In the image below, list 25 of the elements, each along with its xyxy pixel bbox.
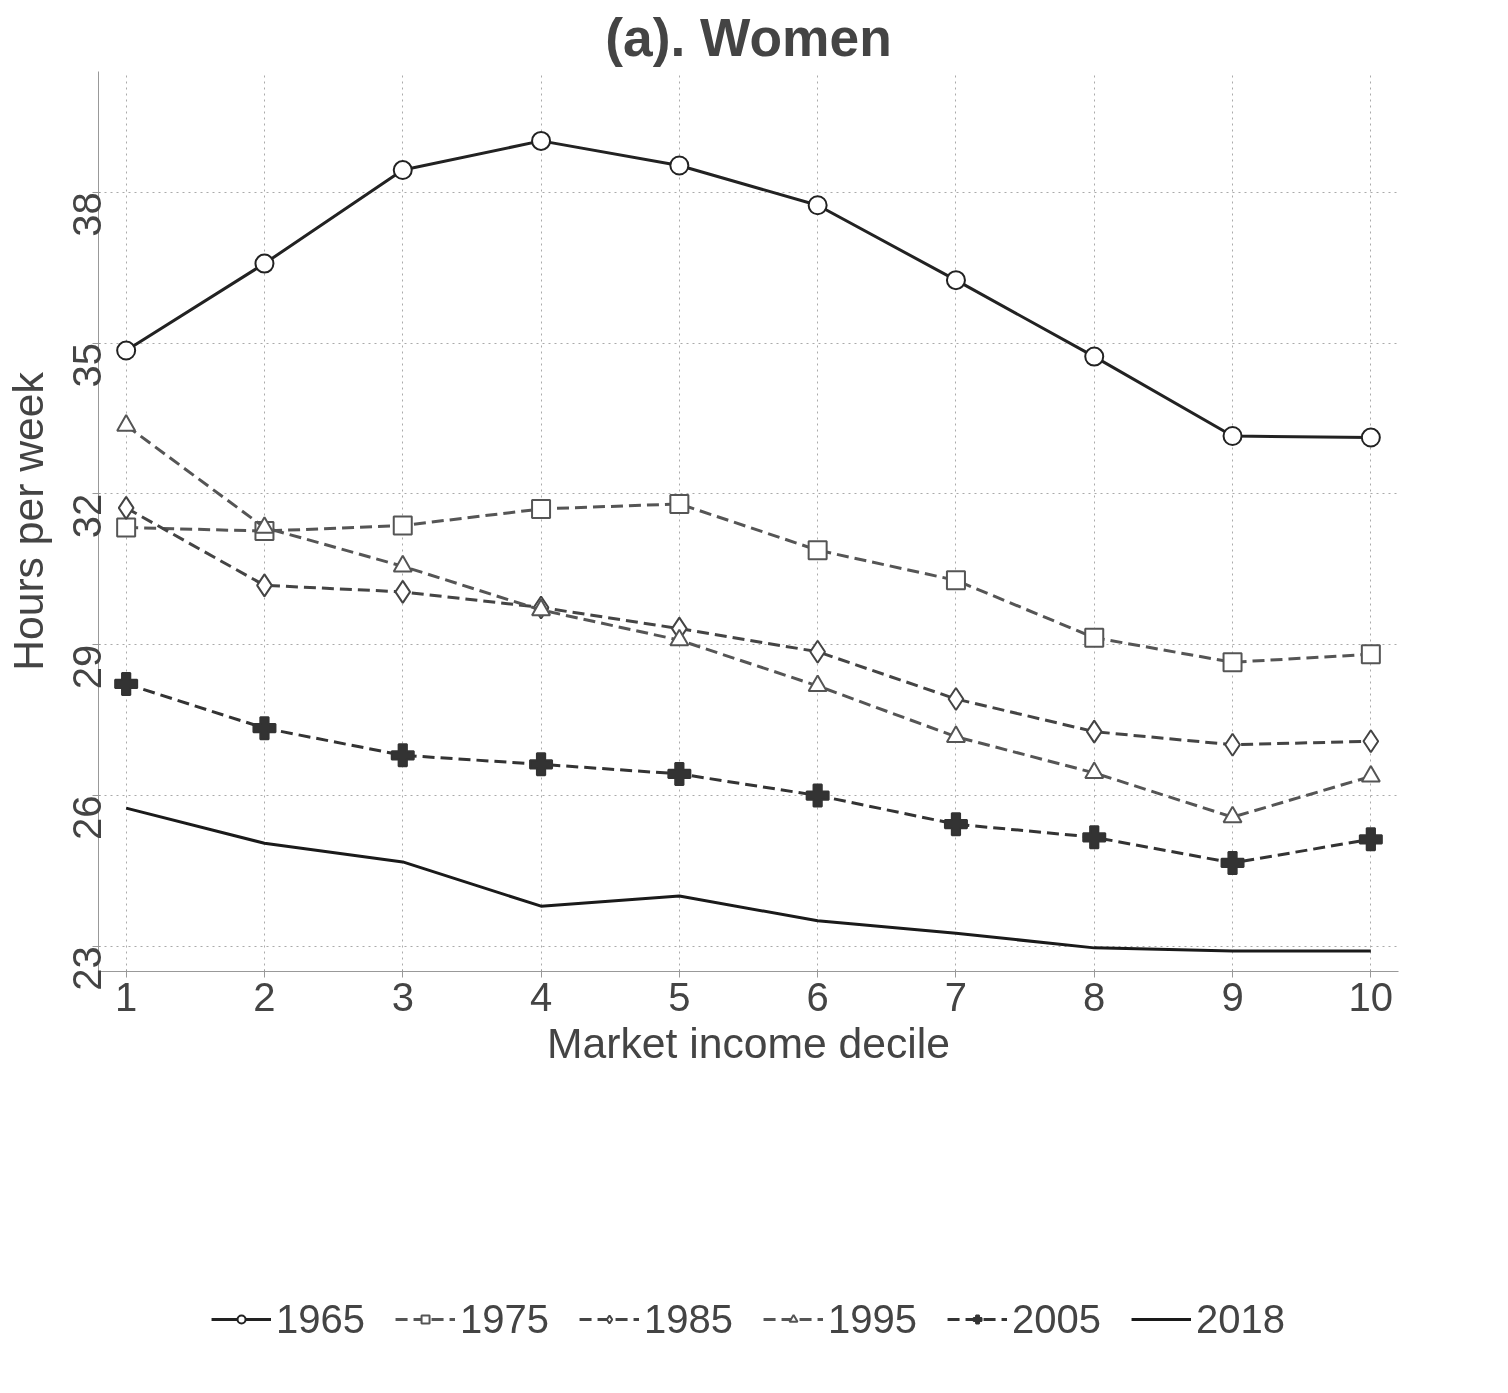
x-tick-label: 3: [391, 974, 414, 1019]
x-tick-label: 2: [253, 974, 276, 1019]
chart-title: (a). Women: [605, 7, 892, 67]
y-tick-label: 23: [65, 946, 110, 991]
x-tick-label: 4: [529, 974, 553, 1019]
y-tick-label: 32: [65, 493, 110, 539]
y-tick-label: 26: [65, 795, 110, 841]
x-tick-label: 5: [668, 974, 691, 1019]
legend-label: 1965: [276, 1296, 366, 1342]
y-axis-title: Hours per week: [3, 371, 52, 671]
legend-label: 2005: [1011, 1296, 1101, 1342]
legend-label: 1995: [828, 1296, 917, 1342]
x-tick-label: 7: [944, 974, 968, 1019]
x-tick-label: 6: [806, 974, 829, 1019]
y-tick-label: 35: [65, 343, 110, 388]
x-tick-label: 9: [1221, 974, 1244, 1019]
legend-label: 1975: [460, 1296, 550, 1342]
x-tick-label: 8: [1083, 974, 1106, 1019]
legend-label: 1985: [644, 1296, 733, 1342]
legend-label: 2018: [1195, 1296, 1285, 1342]
y-tick-label: 29: [65, 644, 110, 690]
x-tick-label: 1: [115, 974, 138, 1019]
x-axis-title: Market income decile: [546, 1018, 951, 1067]
y-tick-label: 38: [65, 192, 110, 237]
x-tick-label: 10: [1348, 974, 1394, 1019]
